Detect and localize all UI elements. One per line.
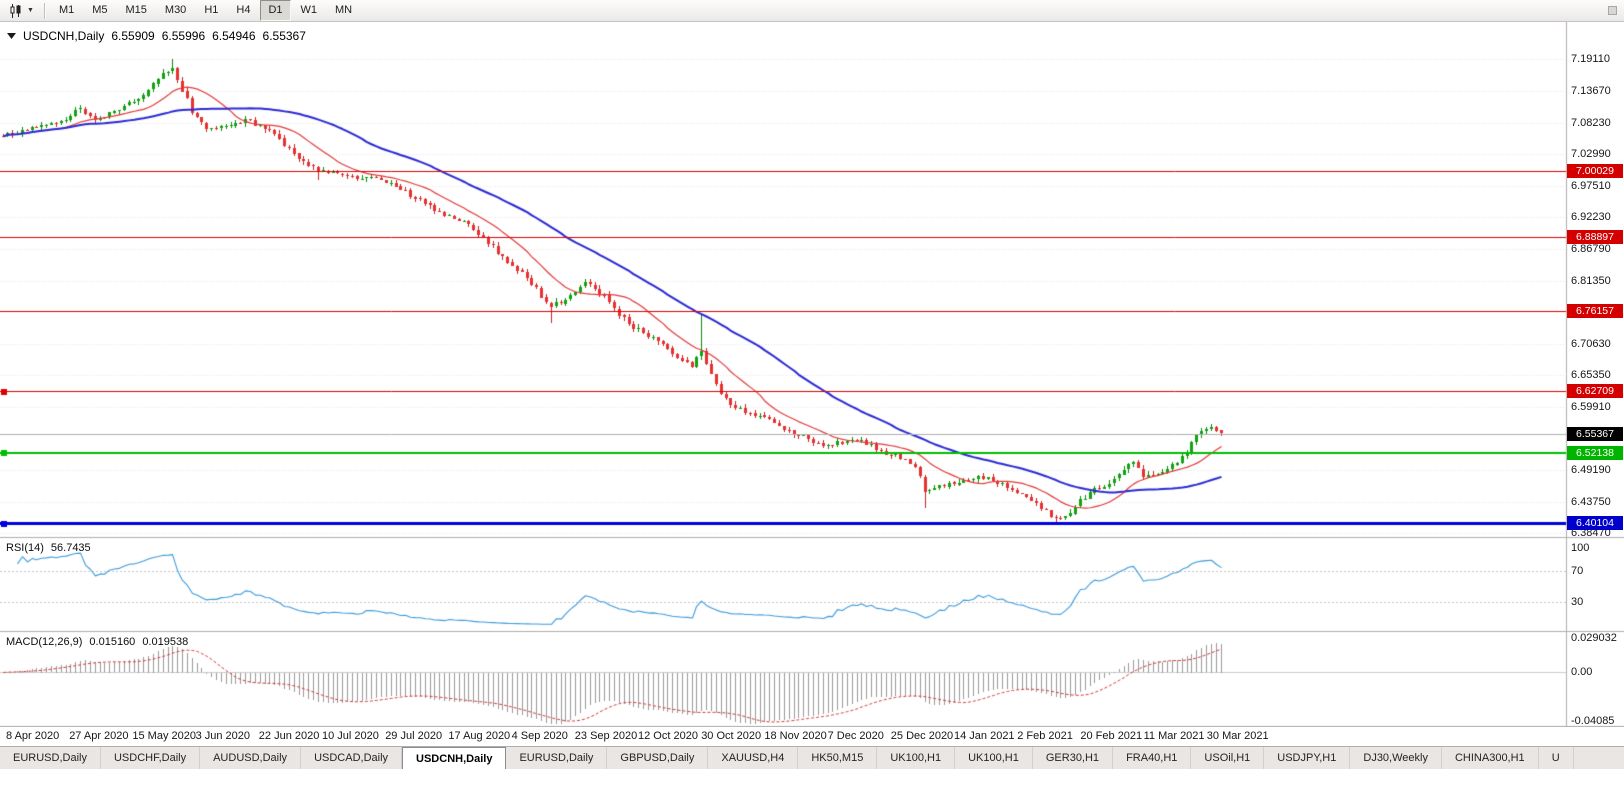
date-tick-label: 8 Apr 2020 bbox=[6, 730, 60, 742]
chart-tab-eurusd-daily[interactable]: EURUSD,Daily bbox=[506, 747, 608, 769]
timeframe-m15[interactable]: M15 bbox=[125, 4, 147, 16]
chart-tab-u[interactable]: U bbox=[1539, 747, 1574, 769]
timeframe-m5[interactable]: M5 bbox=[92, 4, 108, 16]
chart-tab-xauusd-h4[interactable]: XAUUSD,H4 bbox=[708, 747, 799, 769]
chart-tab-audusd-daily[interactable]: AUDUSD,Daily bbox=[200, 747, 302, 769]
chart-tab-usdjpy-h1[interactable]: USDJPY,H1 bbox=[1264, 747, 1351, 769]
chart-tab-gbpusd-daily[interactable]: GBPUSD,Daily bbox=[607, 747, 709, 769]
chart-collapse-icon[interactable] bbox=[7, 33, 16, 39]
chart-shift-marker[interactable] bbox=[1608, 6, 1617, 15]
timeframe-mn[interactable]: MN bbox=[335, 4, 353, 16]
chart-type-button[interactable]: ▼ bbox=[4, 2, 38, 20]
timeframe-buttons: M1 M5 M15 M30 H1 H4 D1 W1 MN bbox=[50, 0, 361, 21]
date-tick-label: 18 Nov 2020 bbox=[764, 730, 827, 742]
ohlc-open: 6.55909 bbox=[111, 29, 155, 43]
date-tick-label: 12 Oct 2020 bbox=[638, 730, 698, 742]
rsi-value: 56.7435 bbox=[50, 542, 91, 554]
chart-tab-usoil-h1[interactable]: USOil,H1 bbox=[1191, 747, 1265, 769]
date-tick-label: 15 May 2020 bbox=[132, 730, 196, 742]
date-tick-label: 30 Oct 2020 bbox=[701, 730, 762, 742]
macd-indicator-label: MACD(12,26,9) 0.015160 0.019538 bbox=[6, 636, 188, 648]
ohlc-high: 6.55996 bbox=[161, 29, 206, 43]
date-tick-label: 11 Mar 2021 bbox=[1143, 730, 1205, 742]
chart-symbol: USDCNH,Daily bbox=[23, 29, 105, 43]
date-tick-label: 27 Apr 2020 bbox=[69, 730, 129, 742]
date-tick-label: 7 Dec 2020 bbox=[827, 730, 884, 742]
macd-signal-value: 0.019538 bbox=[142, 636, 189, 648]
date-tick-label: 14 Jan 2021 bbox=[954, 730, 1015, 742]
macd-name: MACD(12,26,9) bbox=[6, 636, 83, 648]
timeframe-m30[interactable]: M30 bbox=[164, 4, 187, 16]
date-tick-label: 4 Sep 2020 bbox=[511, 730, 568, 742]
rsi-indicator-label: RSI(14) 56.7435 bbox=[6, 542, 91, 554]
timeframe-d1[interactable]: D1 bbox=[260, 0, 291, 21]
date-tick-label: 30 Mar 2021 bbox=[1206, 730, 1269, 742]
date-tick-label: 23 Sep 2020 bbox=[574, 730, 638, 742]
ohlc-close: 6.55367 bbox=[262, 29, 306, 43]
timeframe-h1[interactable]: H1 bbox=[204, 4, 219, 16]
rsi-name: RSI(14) bbox=[6, 542, 44, 554]
ohlc-low: 6.54946 bbox=[212, 29, 256, 43]
chart-toolbar: ▼ M1 M5 M15 M30 H1 H4 D1 W1 MN bbox=[0, 0, 1624, 22]
timeframe-m1[interactable]: M1 bbox=[58, 4, 75, 16]
date-axis[interactable]: 8 Apr 2020 27 Apr 2020 15 May 2020 3 Jun 20… bbox=[0, 727, 1624, 746]
date-tick-label: 29 Jul 2020 bbox=[385, 730, 443, 742]
date-tick-label: 17 Aug 2020 bbox=[448, 730, 511, 742]
chart-tab-china300-h1[interactable]: CHINA300,H1 bbox=[1442, 747, 1539, 769]
chart-tab-dj30-weekly[interactable]: DJ30,Weekly bbox=[1350, 747, 1442, 769]
chart-title-overlay: USDCNH,Daily 6.55909 6.55996 6.54946 6.5… bbox=[7, 29, 306, 43]
macd-value: 0.015160 bbox=[89, 636, 136, 648]
timeframe-w1[interactable]: W1 bbox=[300, 4, 318, 16]
date-tick-label: 2 Feb 2021 bbox=[1017, 730, 1073, 742]
status-area bbox=[0, 769, 1624, 795]
chart-region: USDCNH,Daily 6.55909 6.55996 6.54946 6.5… bbox=[0, 22, 1624, 727]
candlestick-chart-icon bbox=[10, 3, 21, 18]
date-tick-label: 20 Feb 2021 bbox=[1080, 730, 1143, 742]
timeframe-h4[interactable]: H4 bbox=[236, 4, 251, 16]
chart-tab-usdchf-daily[interactable]: USDCHF,Daily bbox=[101, 747, 201, 769]
date-tick-label: 10 Jul 2020 bbox=[322, 730, 379, 742]
chart-tab-ger30-h1[interactable]: GER30,H1 bbox=[1033, 747, 1114, 769]
date-tick-label: 25 Dec 2020 bbox=[890, 730, 954, 742]
date-tick-label: 22 Jun 2020 bbox=[258, 730, 320, 742]
chart-tab-hk50-m15[interactable]: HK50,M15 bbox=[798, 747, 878, 769]
chart-tab-usdcnh-daily[interactable]: USDCNH,Daily bbox=[402, 747, 507, 769]
chart-tab-usdcad-daily[interactable]: USDCAD,Daily bbox=[301, 747, 403, 769]
chart-tab-uk100-h1[interactable]: UK100,H1 bbox=[877, 747, 956, 769]
dropdown-caret-icon: ▼ bbox=[27, 7, 34, 14]
chart-tab-eurusd-daily[interactable]: EURUSD,Daily bbox=[0, 747, 101, 769]
chart-tab-fra40-h1[interactable]: FRA40,H1 bbox=[1113, 747, 1192, 769]
price-chart-canvas[interactable] bbox=[0, 22, 1624, 727]
chart-tab-bar: EURUSD,Daily USDCHF,Daily AUDUSD,Daily USDC… bbox=[0, 746, 1624, 769]
chart-tab-uk100-h1[interactable]: UK100,H1 bbox=[955, 747, 1033, 769]
date-tick-label: 3 Jun 2020 bbox=[195, 730, 251, 742]
toolbar-separator bbox=[43, 2, 45, 19]
